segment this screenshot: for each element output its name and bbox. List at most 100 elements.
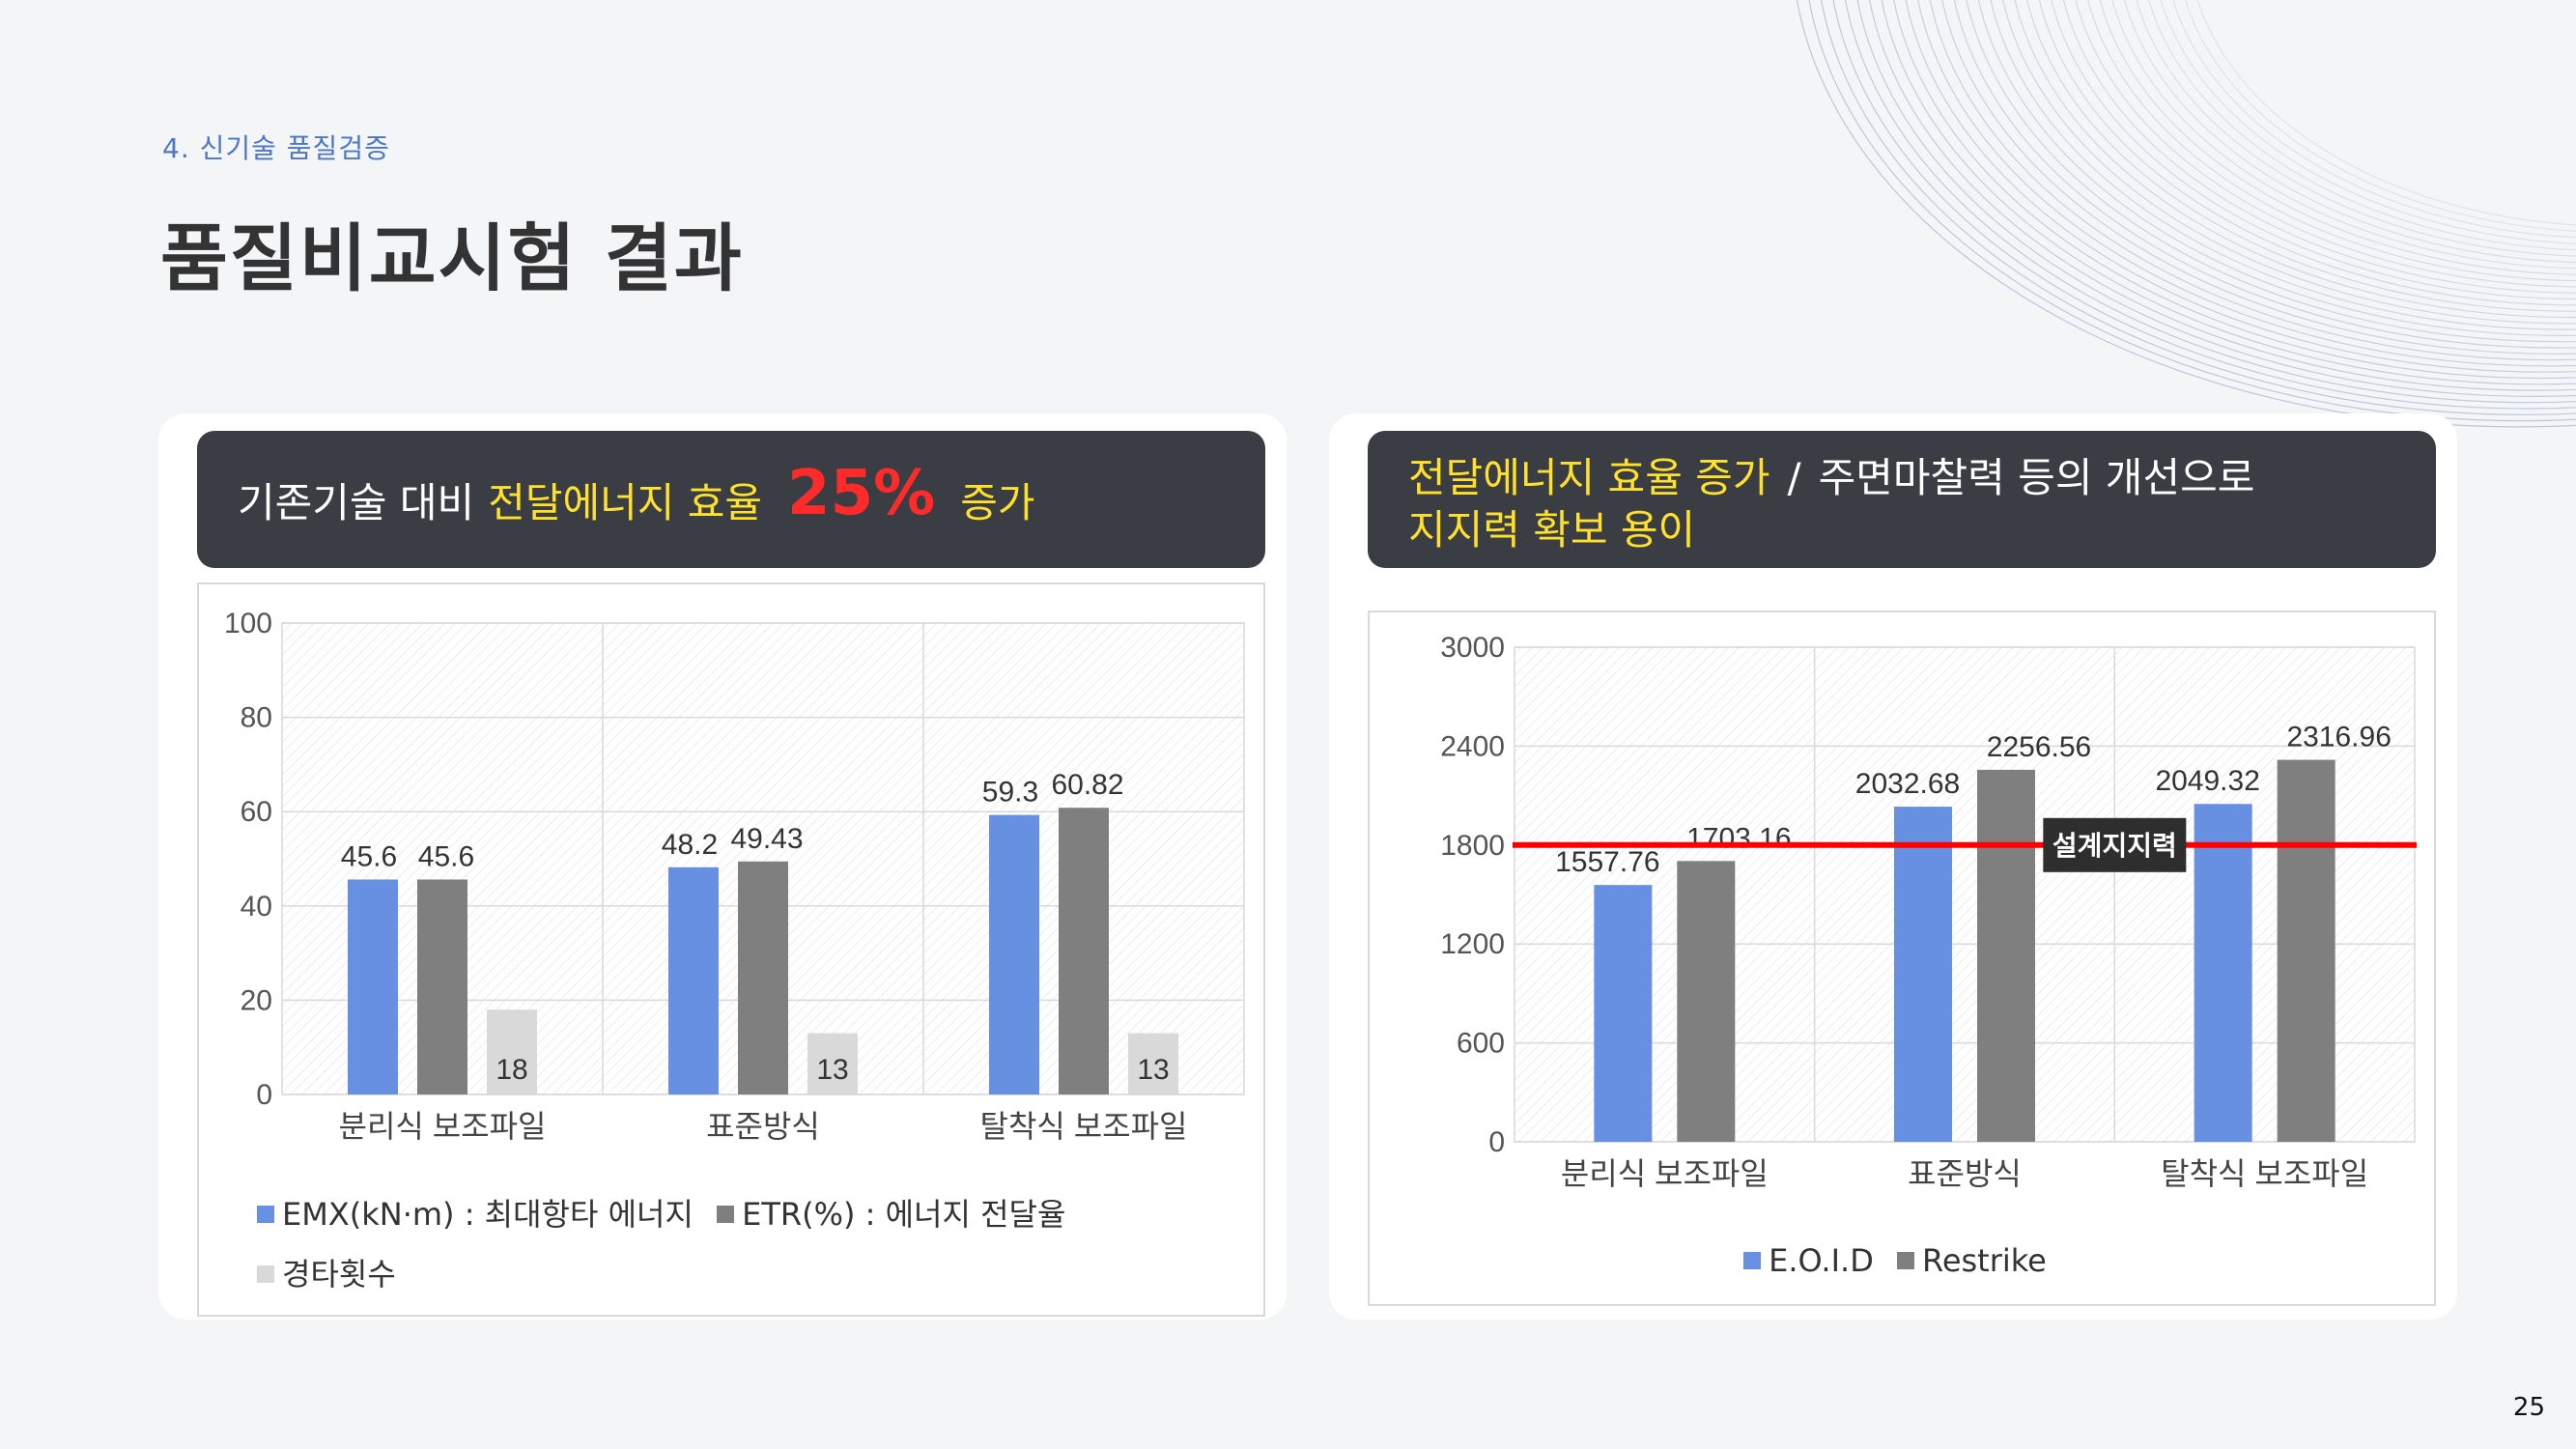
data-label: 2032.68 — [1855, 768, 1960, 800]
banner-line1-rest: 주면마찰력 등의 개선으로 — [1818, 454, 2255, 501]
decorative-arc — [2014, 0, 2576, 318]
y-tick-label: 80 — [241, 702, 272, 734]
decorative-arc — [1941, 0, 2576, 355]
data-label: 13 — [816, 1054, 848, 1086]
decorative-arc — [1954, 0, 2576, 349]
decorative-arc — [2051, 0, 2576, 300]
legend-item-etr: ETR(%) : 에너지 전달율 — [717, 1185, 1065, 1243]
legend-swatch-light — [257, 1265, 274, 1283]
banner-suffix: 증가 — [960, 478, 1035, 526]
energy-bar-chart: 0 20 40 60 80 100 분리식 보조파일 45.6 45.6 18 표준방식 48.2 49… — [224, 608, 1245, 1144]
capacity-bar-chart: 0 600 1200 1800 2400 3000 분리식 보조파일 1557.76 1703.… — [1440, 632, 2417, 1191]
capacity-chart-legend: E.O.I.D Restrike — [1370, 1240, 2434, 1279]
decorative-arc — [2185, 0, 2576, 232]
decorative-arc — [2111, 0, 2576, 270]
decorative-arc — [1820, 0, 2576, 415]
y-tick-label: 60 — [241, 796, 272, 828]
data-label: 59.3 — [982, 777, 1038, 809]
right-result-card: 전달에너지 효율 증가 / 주면마찰력 등의 개선으로 지지력 확보 용이 0 600… — [1329, 413, 2457, 1320]
left-banner: 기존기술 대비 전달에너지 효율 25% 증가 — [197, 431, 1265, 568]
reference-label: 설계지지력 — [2052, 831, 2177, 861]
bar — [487, 1009, 537, 1094]
y-tick-label: 600 — [1457, 1028, 1505, 1060]
right-banner: 전달에너지 효율 증가 / 주면마찰력 등의 개선으로 지지력 확보 용이 — [1368, 431, 2436, 568]
bar — [738, 861, 788, 1094]
decorative-arc — [2148, 0, 2576, 251]
data-label: 18 — [495, 1054, 527, 1086]
data-label: 2256.56 — [1987, 731, 2091, 763]
banner-line-1: 전달에너지 효율 증가 / 주면마찰력 등의 개선으로 — [1408, 452, 2436, 504]
data-label: 1557.76 — [1555, 846, 1659, 878]
bar — [989, 814, 1039, 1094]
left-result-card: 기존기술 대비 전달에너지 효율 25% 증가 0 20 40 60 80 100 분리식 … — [158, 413, 1287, 1320]
legend-label-restrike: Restrike — [1922, 1242, 2047, 1279]
legend-swatch-blue — [1743, 1252, 1762, 1269]
banner-line1-highlight: 전달에너지 효율 증가 — [1408, 454, 1770, 501]
legend-swatch-gray — [1897, 1252, 1915, 1269]
bar — [1677, 861, 1736, 1142]
y-tick-label: 1200 — [1440, 928, 1505, 960]
banner-separator: / — [1787, 454, 1801, 501]
legend-item-blows: 경타횟수 — [257, 1245, 396, 1303]
decorative-arc — [1893, 0, 2576, 379]
bar — [1128, 1033, 1178, 1094]
data-label: 60.82 — [1051, 769, 1123, 801]
data-label: 48.2 — [662, 829, 718, 861]
legend-label-emx: EMX(kN·m) : 최대항타 에너지 — [282, 1196, 694, 1233]
decorative-arc — [1978, 0, 2576, 336]
bar — [2194, 804, 2252, 1142]
y-tick-label: 2400 — [1440, 730, 1505, 762]
decorative-arc — [2160, 0, 2576, 244]
y-tick-label: 1800 — [1440, 830, 1505, 862]
banner-prefix: 기존기술 대비 — [238, 478, 475, 526]
legend-item-emx: EMX(kN·m) : 최대항타 에너지 — [257, 1185, 694, 1243]
decorative-arc — [1856, 0, 2576, 397]
energy-chart-legend: EMX(kN·m) : 최대항타 에너지 ETR(%) : 에너지 전달율 경타… — [257, 1183, 1223, 1303]
decorative-arc — [1990, 0, 2576, 330]
y-tick-label: 0 — [1488, 1126, 1505, 1158]
decorative-arc — [1881, 0, 2576, 385]
bar — [1977, 769, 2035, 1142]
decorative-arc — [1917, 0, 2576, 367]
decorative-arc — [2002, 0, 2576, 325]
decorative-arc — [1929, 0, 2576, 361]
reference-label-box — [2043, 817, 2187, 872]
x-category-label: 분리식 보조파일 — [339, 1109, 547, 1144]
decorative-arc — [2038, 0, 2576, 306]
legend-swatch-blue — [257, 1206, 274, 1223]
banner-big-value: 25% — [787, 458, 936, 529]
decorative-arc — [1905, 0, 2576, 373]
bar — [417, 879, 467, 1094]
decorative-arc — [2087, 0, 2576, 282]
y-tick-label: 40 — [241, 891, 272, 923]
legend-item-restrike: Restrike — [1897, 1242, 2047, 1279]
legend-swatch-gray — [717, 1206, 735, 1223]
data-label: 45.6 — [418, 840, 474, 872]
bar — [668, 867, 719, 1094]
x-category-label: 탈착식 보조파일 — [980, 1109, 1188, 1144]
bar — [348, 879, 398, 1094]
data-label: 45.6 — [341, 840, 397, 872]
decorative-arc — [1869, 0, 2576, 391]
bar — [2277, 759, 2335, 1142]
data-label: 13 — [1137, 1054, 1169, 1086]
capacity-chart-frame: 0 600 1200 1800 2400 3000 분리식 보조파일 1557.76 1703.… — [1368, 611, 2436, 1306]
energy-chart-frame: 0 20 40 60 80 100 분리식 보조파일 45.6 45.6 18 표준방식 48.2 49… — [197, 582, 1265, 1317]
data-label: 2049.32 — [2155, 765, 2259, 797]
bar — [807, 1033, 858, 1094]
decorative-arc — [1796, 0, 2576, 428]
decorative-arc — [1808, 0, 2576, 422]
x-category-label: 표준방식 — [706, 1109, 820, 1144]
x-category-label: 탈착식 보조파일 — [2161, 1156, 2368, 1191]
decorative-arc — [2075, 0, 2576, 288]
decorative-arc — [2026, 0, 2576, 312]
banner-highlight: 전달에너지 효율 — [488, 478, 763, 526]
y-tick-label: 100 — [224, 608, 272, 639]
legend-label-blows: 경타횟수 — [282, 1256, 396, 1293]
legend-label-etr: ETR(%) : 에너지 전달율 — [742, 1196, 1066, 1233]
page-number: 25 — [2512, 1393, 2545, 1422]
page-title: 품질비교시험 결과 — [160, 215, 744, 301]
bar — [1594, 885, 1653, 1142]
decorative-arc — [1845, 0, 2576, 404]
